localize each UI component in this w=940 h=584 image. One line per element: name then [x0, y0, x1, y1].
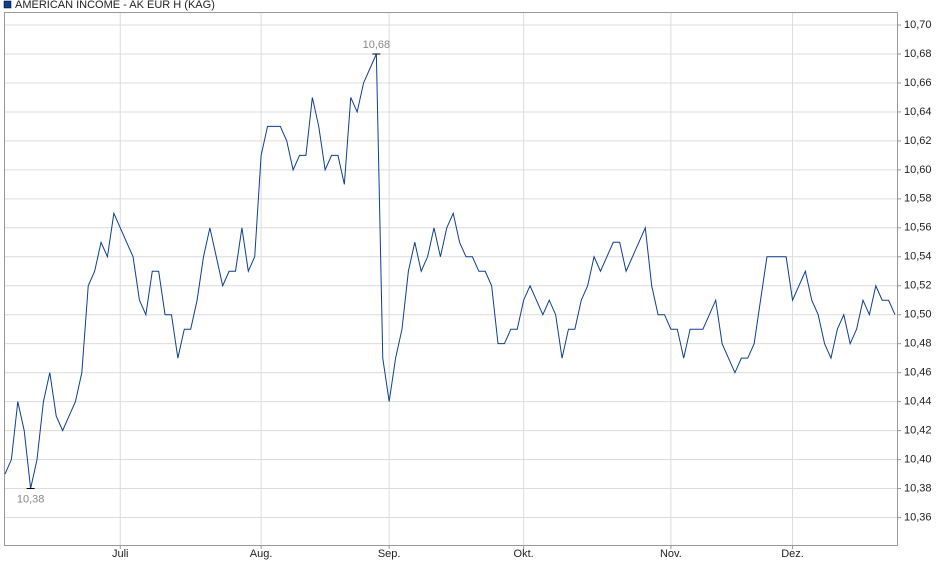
y-tick-label: 10,50 [904, 309, 932, 321]
x-tick-label: Nov. [660, 548, 682, 560]
y-tick-label: 10,62 [904, 135, 932, 147]
price-line [4, 53, 896, 489]
plot-frame [4, 12, 898, 546]
y-tick-label: 10,56 [904, 222, 932, 234]
y-tick-label: 10,70 [904, 19, 932, 31]
y-tick-label: 10,52 [904, 280, 932, 292]
value-label: 10,38 [17, 493, 45, 505]
legend-swatch [3, 0, 12, 9]
y-tick-label: 10,54 [904, 251, 932, 263]
y-tick-label: 10,66 [904, 77, 932, 89]
y-tick-label: 10,46 [904, 367, 932, 379]
x-tick-label: Juli [112, 548, 129, 560]
y-tick-label: 10,48 [904, 338, 932, 350]
value-label: 10,68 [363, 39, 391, 51]
y-tick-label: 10,40 [904, 453, 932, 465]
x-tick-label: Aug. [250, 548, 273, 560]
y-tick-label: 10,38 [904, 482, 932, 494]
y-tick-label: 10,64 [904, 106, 932, 118]
x-tick-label: Okt. [514, 548, 534, 560]
y-tick-label: 10,60 [904, 164, 932, 176]
y-tick-label: 10,42 [904, 424, 932, 436]
x-tick-label: Sep. [378, 548, 401, 560]
y-tick-label: 10,36 [904, 511, 932, 523]
y-tick-label: 10,68 [904, 48, 932, 60]
x-tick-label: Dez. [781, 548, 804, 560]
legend-label: AMERICAN INCOME - AK EUR H (KAG) [15, 0, 215, 11]
y-tick-label: 10,44 [904, 396, 932, 408]
y-tick-label: 10,58 [904, 193, 932, 205]
